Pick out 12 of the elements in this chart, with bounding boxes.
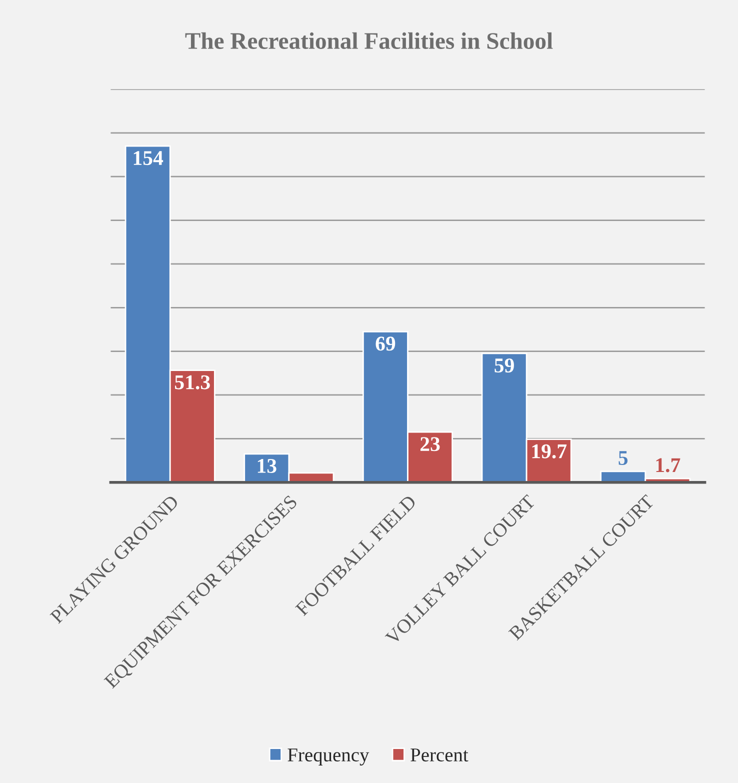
chart-title: The Recreational Facilities in School bbox=[185, 32, 553, 49]
data-label: 69 bbox=[376, 336, 396, 351]
data-label: 51.3 bbox=[174, 375, 210, 390]
data-label: 154 bbox=[134, 151, 164, 166]
legend-label: Percent bbox=[410, 748, 468, 762]
legend-label: Frequency bbox=[288, 748, 370, 766]
data-label: 23 bbox=[420, 437, 440, 452]
data-label: 13 bbox=[258, 458, 276, 473]
data-label: 5 bbox=[618, 451, 628, 465]
data-label: 1.7 bbox=[656, 458, 680, 472]
data-label: 59 bbox=[494, 358, 514, 373]
data-label: 19.7 bbox=[532, 444, 567, 458]
